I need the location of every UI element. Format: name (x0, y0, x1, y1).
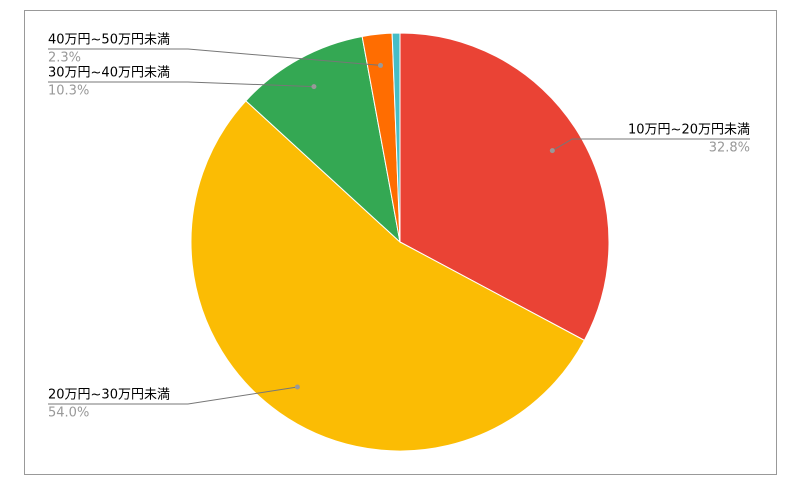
pie-slice (399, 32, 610, 342)
leader-line (48, 48, 381, 66)
slice-label: 30万円~40万円未満 (48, 66, 170, 81)
slice-value-label: 10.3% (48, 84, 89, 99)
leader-line (48, 386, 298, 405)
pie-slice (190, 100, 586, 452)
leader-dot (378, 62, 384, 68)
slice-value-label: 2.3% (48, 51, 81, 66)
slice-value-label: 54.0% (48, 406, 89, 421)
leader-line (48, 81, 314, 88)
leader-dot (294, 384, 300, 390)
pie-slice (391, 32, 401, 243)
slice-label: 10万円~20万円未満 (628, 123, 750, 138)
leader-dot (311, 84, 317, 90)
slice-value-label: 32.8% (709, 141, 750, 156)
leader-dot (549, 148, 555, 154)
slice-label: 40万円~50万円未満 (48, 33, 170, 48)
pie-slice (245, 35, 401, 244)
leader-line (552, 138, 750, 152)
slice-label: 20万円~30万円未満 (48, 388, 170, 403)
